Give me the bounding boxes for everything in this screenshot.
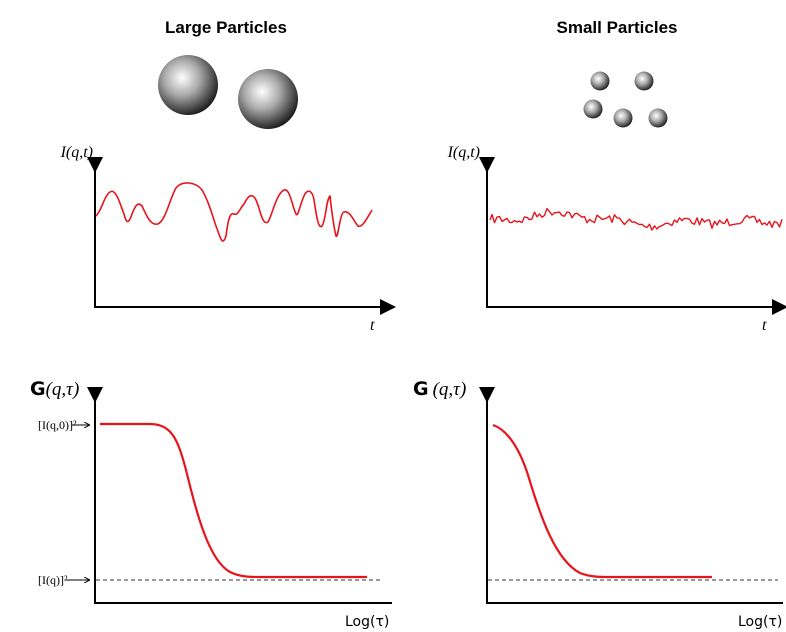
- intensity-trace: [489, 207, 783, 231]
- axes: [87, 387, 392, 604]
- axes: [479, 157, 786, 315]
- intensity-trace: [95, 182, 373, 242]
- axes: [87, 157, 396, 315]
- correlation-curve: [100, 422, 367, 579]
- particles: [158, 55, 668, 129]
- axis-label: I(q,t): [447, 144, 480, 161]
- correlation-curve: [492, 423, 712, 579]
- level-label: [I(q,0)]²: [38, 418, 77, 432]
- axes: [479, 387, 783, 604]
- axis-label: I(q,t): [60, 144, 93, 161]
- axis-label: t: [370, 317, 375, 334]
- axis-label: t: [762, 317, 767, 334]
- axis-label: G(q,τ): [30, 378, 79, 400]
- axis-label: Log(τ): [738, 614, 782, 630]
- panel-title: Large Particles: [165, 18, 287, 37]
- level-label: [I(q)]²: [38, 573, 68, 587]
- panel-title: Small Particles: [557, 18, 678, 37]
- axis-label: Log(τ): [345, 614, 389, 630]
- axis-label: G(q,τ): [413, 378, 466, 400]
